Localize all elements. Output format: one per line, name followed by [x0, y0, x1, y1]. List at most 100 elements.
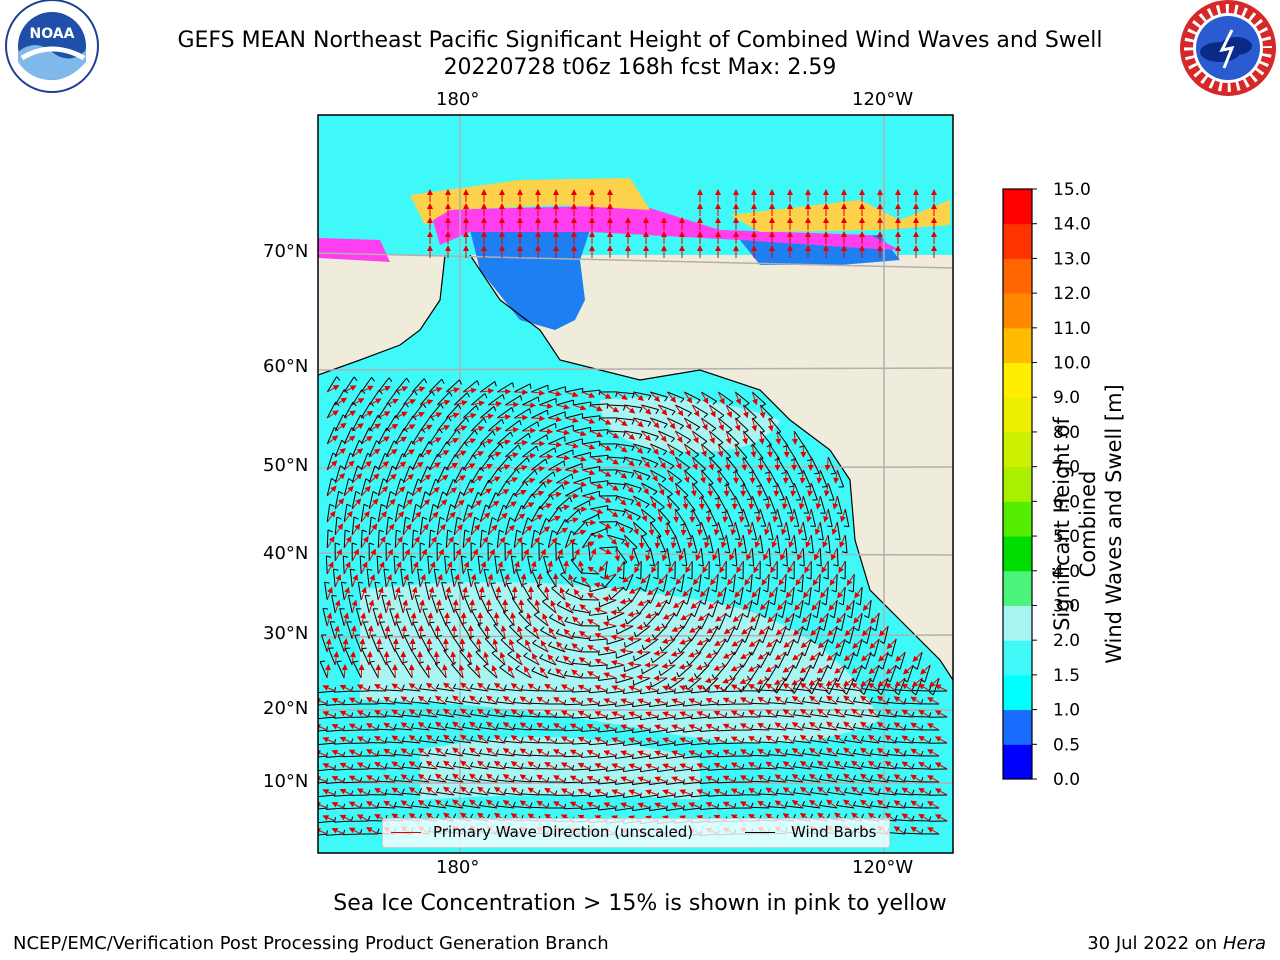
wind-barb-flag	[702, 441, 708, 445]
wind-barb	[607, 430, 626, 433]
wave-arrow	[514, 414, 529, 421]
wind-barb	[657, 599, 668, 616]
wind-barb	[487, 492, 497, 510]
wind-barb	[462, 429, 476, 445]
wind-barb	[715, 573, 719, 592]
wind-barb	[633, 391, 651, 396]
wind-barb	[604, 573, 617, 588]
wind-barb	[453, 417, 467, 432]
wind-barb	[548, 386, 566, 393]
wind-barb-flag	[704, 576, 710, 580]
wind-barb-flag	[694, 454, 700, 458]
wind-barb	[638, 599, 651, 615]
wind-barb	[477, 556, 481, 575]
wind-barb	[709, 625, 719, 642]
wind-barb	[396, 622, 404, 640]
wind-barb	[573, 426, 591, 432]
wind-barb	[411, 478, 419, 497]
wind-barb-flag	[708, 613, 713, 618]
wind-barb	[742, 534, 747, 553]
wind-barb-flag	[795, 614, 801, 619]
wind-barb	[334, 414, 344, 432]
wind-barb-flag	[336, 516, 342, 520]
wind-barb	[502, 611, 515, 627]
wind-barb	[625, 573, 634, 591]
wind-barb	[650, 586, 659, 604]
wind-barb-flag	[572, 576, 577, 582]
wind-barb-flag	[622, 405, 626, 411]
wind-barb-flag	[350, 568, 356, 571]
wind-barb	[768, 521, 774, 540]
wind-barb	[742, 482, 753, 500]
wind-barb-flag	[668, 493, 673, 498]
wind-barb-flag	[845, 640, 850, 644]
wind-barb	[326, 452, 334, 471]
wind-barb	[479, 406, 495, 419]
wind-barb	[326, 478, 332, 497]
wind-barb	[732, 573, 736, 592]
wind-barb	[462, 454, 474, 471]
wind-barb-flag	[711, 428, 717, 432]
wind-barb	[530, 506, 541, 523]
wind-barb-flag	[717, 601, 723, 606]
wind-barb	[479, 479, 490, 497]
wind-barb	[734, 443, 748, 458]
wind-barb	[467, 569, 472, 588]
wind-barb	[547, 507, 560, 523]
wind-barb	[734, 521, 741, 540]
wind-barb	[385, 517, 389, 536]
wind-barb	[381, 595, 387, 614]
wind-barb	[499, 569, 506, 588]
wind-barb	[836, 547, 839, 567]
wind-barb	[590, 480, 609, 484]
wind-barb-flag	[645, 503, 650, 509]
wind-barb-flag	[639, 407, 643, 413]
wind-barb	[751, 521, 758, 540]
wind-barb-flag	[715, 564, 721, 567]
wind-barb	[360, 478, 367, 497]
coastline	[318, 254, 446, 376]
wind-barb	[725, 404, 741, 417]
wind-barb	[560, 573, 574, 588]
wind-barb-flag	[814, 589, 820, 593]
wind-barb-flag	[370, 402, 375, 407]
wind-barb	[759, 430, 772, 446]
wind-barb	[377, 427, 388, 445]
wind-barb	[816, 599, 821, 618]
wind-barb-flag	[390, 491, 395, 495]
wind-barb	[419, 517, 424, 536]
wind-barb	[624, 404, 643, 409]
wind-barb	[334, 389, 345, 406]
wind-barb	[590, 403, 609, 406]
wind-barb	[573, 476, 591, 484]
wind-barb	[734, 547, 738, 566]
wind-barb-flag	[639, 434, 643, 439]
wind-barb-flag	[548, 613, 554, 618]
wind-barb-flag	[467, 504, 473, 508]
wind-barb	[389, 608, 396, 627]
wind-barb	[858, 612, 863, 631]
wind-barb	[645, 612, 659, 627]
wind-barb-flag	[494, 381, 497, 387]
wind-barb-flag	[685, 467, 691, 471]
wind-barb-flag	[361, 529, 367, 533]
wind-barb	[496, 407, 513, 419]
wave-arrow	[807, 456, 814, 471]
wind-barb	[558, 557, 566, 575]
wind-barb-flag	[431, 391, 435, 396]
wind-barb	[657, 534, 666, 552]
wind-barb	[768, 547, 772, 566]
wind-barb	[616, 495, 634, 501]
wind-barb	[419, 466, 428, 484]
wind-barb-flag	[719, 414, 725, 419]
wind-barb	[823, 612, 829, 631]
wind-barb	[607, 404, 626, 407]
wind-barb-flag	[546, 410, 549, 416]
wind-barb	[691, 482, 705, 498]
wind-barb-flag	[797, 472, 803, 475]
wind-barb	[445, 504, 452, 523]
wind-barb-flag	[678, 452, 684, 457]
sea-ice-area	[318, 238, 390, 262]
wind-barb	[644, 573, 651, 592]
wind-barb	[565, 387, 583, 393]
